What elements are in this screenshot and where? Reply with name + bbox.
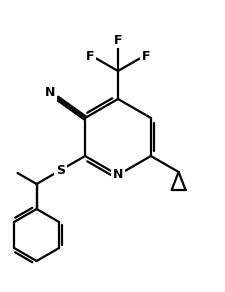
Text: F: F — [86, 50, 94, 63]
Text: F: F — [114, 34, 122, 46]
Text: F: F — [141, 50, 150, 63]
Text: S: S — [56, 164, 65, 176]
Text: N: N — [45, 86, 55, 100]
Text: N: N — [113, 168, 123, 182]
